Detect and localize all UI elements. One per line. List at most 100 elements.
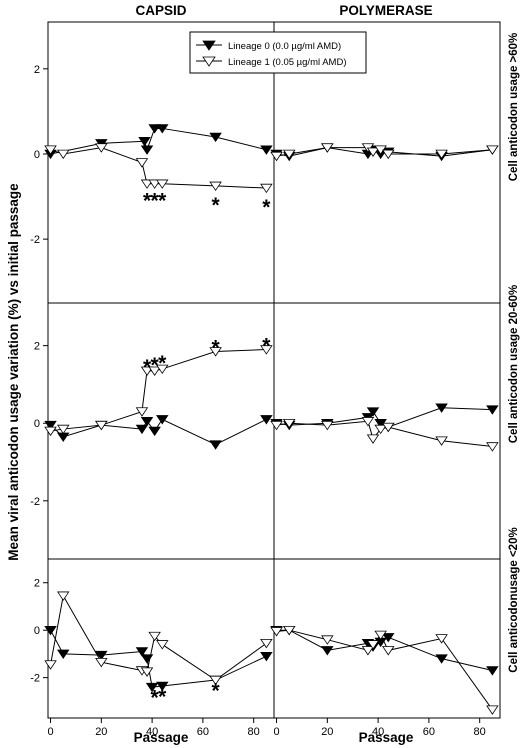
point-lineage-0: [56, 432, 70, 442]
point-lineage-0: [148, 124, 161, 134]
significance-asterisk: *: [212, 194, 221, 217]
y-tick-label: 2: [34, 341, 40, 353]
point-lineage-1: [282, 418, 296, 429]
x-tick-label: 0: [47, 726, 53, 738]
y-tick-label: 0: [34, 149, 40, 161]
point-lineage-1: [135, 158, 149, 168]
point-lineage-1: [366, 640, 380, 650]
x-tick-label: 40: [372, 726, 384, 738]
x-tick-label: 80: [474, 726, 486, 738]
point-lineage-1: [366, 147, 380, 157]
point-lineage-1: [148, 366, 161, 376]
x-tick-label: 20: [321, 726, 333, 738]
point-lineage-1: [435, 436, 448, 446]
y-tick-label: 2: [34, 64, 40, 76]
y-tick-label: -2: [30, 496, 40, 508]
point-lineage-0: [486, 405, 499, 415]
point-lineage-1: [44, 426, 57, 437]
point-lineage-1: [321, 420, 334, 431]
y-tick-label: 2: [34, 578, 40, 590]
point-lineage-1: [260, 638, 273, 649]
significance-asterisk: *: [212, 679, 221, 702]
point-lineage-1: [156, 364, 169, 375]
point-lineage-0: [145, 682, 159, 693]
point-lineage-1: [260, 345, 273, 355]
significance-asterisk: *: [158, 685, 167, 708]
significance-asterisk: *: [143, 356, 152, 379]
panel-frame: [273, 302, 501, 560]
point-lineage-1: [361, 646, 375, 656]
point-lineage-1: [321, 143, 334, 153]
point-lineage-1: [435, 149, 448, 160]
point-lineage-0: [148, 426, 161, 437]
legend-label-lineage-0: Lineage 0 (0.0 µg/ml AMD): [228, 41, 341, 52]
point-lineage-1: [321, 635, 334, 645]
point-lineage-1: [374, 630, 387, 641]
series-line: [50, 594, 267, 681]
significance-asterisk: *: [262, 196, 271, 219]
point-lineage-1: [282, 625, 296, 636]
point-lineage-0: [366, 407, 380, 417]
series-line: [276, 629, 493, 710]
point-lineage-1: [270, 151, 283, 162]
significance-asterisk: *: [143, 190, 152, 213]
x-tick-label: 60: [423, 726, 435, 738]
x-tick-label: 20: [95, 726, 107, 738]
point-lineage-0: [382, 633, 395, 643]
y-tick-label: -2: [30, 673, 40, 685]
point-lineage-0: [209, 440, 222, 450]
point-lineage-0: [321, 646, 334, 656]
point-lineage-1: [209, 675, 222, 686]
point-lineage-1: [56, 149, 70, 160]
legend-label-lineage-1: Lineage 1 (0.05 µg/ml AMD): [228, 57, 346, 68]
col-title-capsid: CAPSID: [135, 3, 186, 18]
point-lineage-1: [148, 631, 161, 642]
point-lineage-0: [260, 145, 273, 155]
point-lineage-0: [44, 625, 57, 636]
point-lineage-0: [260, 652, 273, 662]
point-lineage-0: [156, 681, 169, 692]
point-lineage-1: [209, 181, 222, 192]
point-lineage-0: [260, 415, 273, 425]
point-lineage-1: [260, 183, 273, 194]
point-lineage-0: [156, 415, 169, 425]
panel: 0 20 40 60 80: [270, 558, 501, 738]
legend-marker-lineage-0: [202, 40, 216, 51]
row-label-middle: Cell anticodon usage 20-60%: [508, 285, 520, 444]
panel: [270, 21, 501, 304]
series-line: [50, 629, 267, 688]
point-lineage-1: [156, 640, 169, 650]
significance-asterisk: *: [158, 352, 167, 375]
point-lineage-1: [95, 143, 108, 153]
point-lineage-1: [95, 420, 108, 431]
point-lineage-1: [486, 705, 499, 715]
significance-asterisk: *: [262, 335, 271, 358]
significance-asterisk: *: [158, 190, 167, 213]
legend-marker-lineage-1: [202, 56, 216, 67]
y-axis-label: Mean viral anticodon usage variation (%)…: [6, 183, 21, 561]
x-axis-label-polymerase: Passage: [359, 730, 414, 745]
panel: [270, 302, 501, 560]
point-lineage-1: [486, 442, 499, 452]
legend-box: [189, 31, 367, 74]
legend: Lineage 0 (0.0 µg/ml AMD) Lineage 1 (0.0…: [189, 31, 367, 74]
point-lineage-1: [44, 145, 57, 155]
point-lineage-0: [209, 132, 222, 143]
x-tick-label: 0: [273, 726, 279, 738]
point-lineage-1: [382, 149, 395, 160]
col-title-polymerase: POLYMERASE: [339, 3, 432, 18]
point-lineage-0: [435, 403, 448, 413]
point-lineage-1: [148, 179, 161, 189]
point-lineage-1: [156, 179, 169, 189]
point-lineage-0: [44, 420, 57, 431]
point-lineage-1: [270, 627, 283, 637]
point-lineage-1: [282, 149, 296, 160]
point-lineage-1: [56, 424, 70, 435]
significance-asterisk: *: [151, 354, 160, 377]
point-lineage-1: [435, 634, 448, 644]
x-tick-label: 60: [197, 726, 209, 738]
point-lineage-1: [209, 347, 222, 357]
point-lineage-1: [56, 591, 70, 601]
